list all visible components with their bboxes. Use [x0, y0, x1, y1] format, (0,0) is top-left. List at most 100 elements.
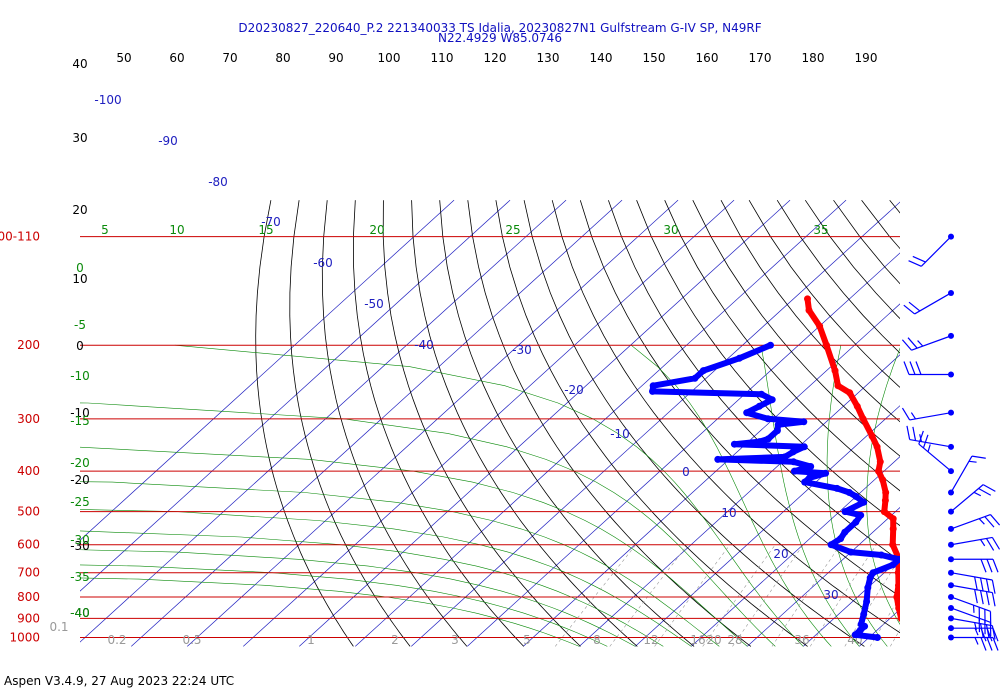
temperature-point — [893, 593, 900, 601]
bottom-scale-label: 36 — [794, 633, 809, 647]
dewpoint-point — [730, 440, 738, 448]
temperature-point — [846, 389, 854, 397]
wind-barb-flag — [991, 579, 996, 594]
dewpoint-point — [773, 427, 781, 435]
moist-adiabat-line — [760, 345, 860, 647]
mixing-ratio-label: 15 — [258, 223, 273, 237]
wind-barb-flag — [974, 589, 978, 604]
dry-adiabat-line — [352, 200, 524, 647]
wind-barb-staff — [950, 484, 984, 513]
dewpoint-point — [845, 489, 853, 496]
dewpoint-point — [800, 443, 808, 451]
wind-barb-flag — [912, 255, 926, 263]
wind-barb-staff — [918, 443, 952, 472]
isotherm-label: -60 — [313, 256, 333, 270]
wind-barb — [948, 569, 996, 594]
temperature-point — [831, 367, 839, 375]
wind-barb-staff — [950, 596, 991, 612]
wind-barb-staff — [950, 513, 991, 530]
dewpoint-point — [791, 467, 798, 475]
wind-barb-flag — [991, 592, 996, 607]
wind-barb-flag — [971, 455, 986, 459]
dewpoint-point — [873, 634, 881, 641]
wind-barb-staff — [950, 572, 993, 581]
moist-adiabat-line — [866, 347, 900, 625]
left-scale-label: 40 — [72, 57, 87, 71]
bottom-scale-label: 0.2 — [107, 633, 126, 647]
moist-adiabat-line — [0, 529, 1000, 647]
isotherm-line — [411, 201, 900, 647]
bottom-scale-label: 5 — [523, 633, 531, 647]
top-scale-label: 170 — [749, 51, 772, 65]
isotherm-line — [747, 507, 900, 647]
wind-barb-flag — [909, 361, 916, 375]
wind-barb-half-flag — [968, 460, 977, 463]
wind-barb-staff — [950, 455, 973, 493]
wind-barb — [948, 615, 996, 640]
pressure-label: 900 — [17, 611, 40, 625]
isotherm-line — [635, 405, 900, 647]
dewpoint-point — [841, 508, 849, 516]
wind-barb-staff — [920, 236, 952, 267]
bottom-scale-label: 0.1 — [49, 620, 68, 634]
dewpoint-point — [827, 541, 835, 549]
mixing-ratio-line — [554, 544, 637, 647]
dewpoint-point — [790, 458, 797, 466]
temperature-point — [895, 604, 900, 612]
dewpoint-point — [649, 382, 657, 390]
dry-adiabat-line — [692, 200, 900, 457]
bottom-scale-label: 12 — [643, 633, 658, 647]
dry-adiabat-line — [889, 199, 900, 214]
wind-barb-flag — [979, 590, 984, 605]
wind-barb-flag — [903, 304, 916, 315]
dewpoint-point — [852, 493, 860, 500]
dewpoint-point — [714, 455, 722, 463]
top-scale-label: 100 — [378, 51, 401, 65]
dewpoint-point — [895, 555, 900, 563]
dewpoint-point — [857, 620, 865, 628]
wind-barb-flag — [985, 578, 990, 593]
dewpoint-point — [822, 469, 830, 477]
dry-adiabat-line — [579, 200, 900, 598]
pressure-label: 1000 — [9, 631, 40, 645]
temperature-point — [889, 515, 897, 523]
mixing-ratio-label: 20 — [369, 223, 384, 237]
temperature-point — [834, 382, 842, 390]
temperature-point — [816, 322, 824, 330]
pressure-label: 100-110 — [0, 230, 40, 244]
temperature-point — [895, 581, 900, 589]
left-green-scale-label: -25 — [70, 495, 90, 509]
wind-barb — [948, 604, 992, 637]
wind-barb-half-flag — [980, 539, 986, 547]
top-scale-label: 110 — [431, 51, 454, 65]
temperature-point — [868, 432, 876, 440]
isotherm-label: -80 — [208, 175, 228, 189]
wind-barb — [908, 233, 954, 267]
dewpoint-point — [860, 498, 868, 506]
wind-barb-staff — [950, 607, 991, 623]
dry-adiabat-line — [382, 200, 581, 647]
dewpoint-point — [864, 584, 872, 592]
left-scale-label: 10 — [72, 272, 87, 286]
wind-barb — [903, 361, 954, 378]
top-scale-label: 70 — [222, 51, 237, 65]
isotherm-label: 20 — [773, 547, 788, 561]
isotherm-line — [299, 199, 791, 647]
dewpoint-point — [866, 574, 874, 582]
wind-barb-staff — [911, 335, 952, 351]
dry-adiabat-line — [664, 200, 900, 492]
isotherm-line — [243, 199, 735, 647]
moist-adiabat-line — [0, 512, 664, 647]
isotherm-line — [187, 199, 679, 647]
dewpoint-point — [743, 409, 751, 417]
dewpoint-point — [807, 463, 815, 470]
wind-barb — [948, 625, 999, 642]
wind-barb-half-flag — [917, 340, 924, 347]
isotherm-label: 10 — [721, 506, 736, 520]
bottom-scale-label: 16 — [690, 633, 705, 647]
wind-barb-staff — [950, 584, 993, 594]
temperature-point — [897, 615, 900, 622]
wind-barb-flag — [903, 361, 910, 375]
moist-adiabat-line — [826, 345, 888, 647]
